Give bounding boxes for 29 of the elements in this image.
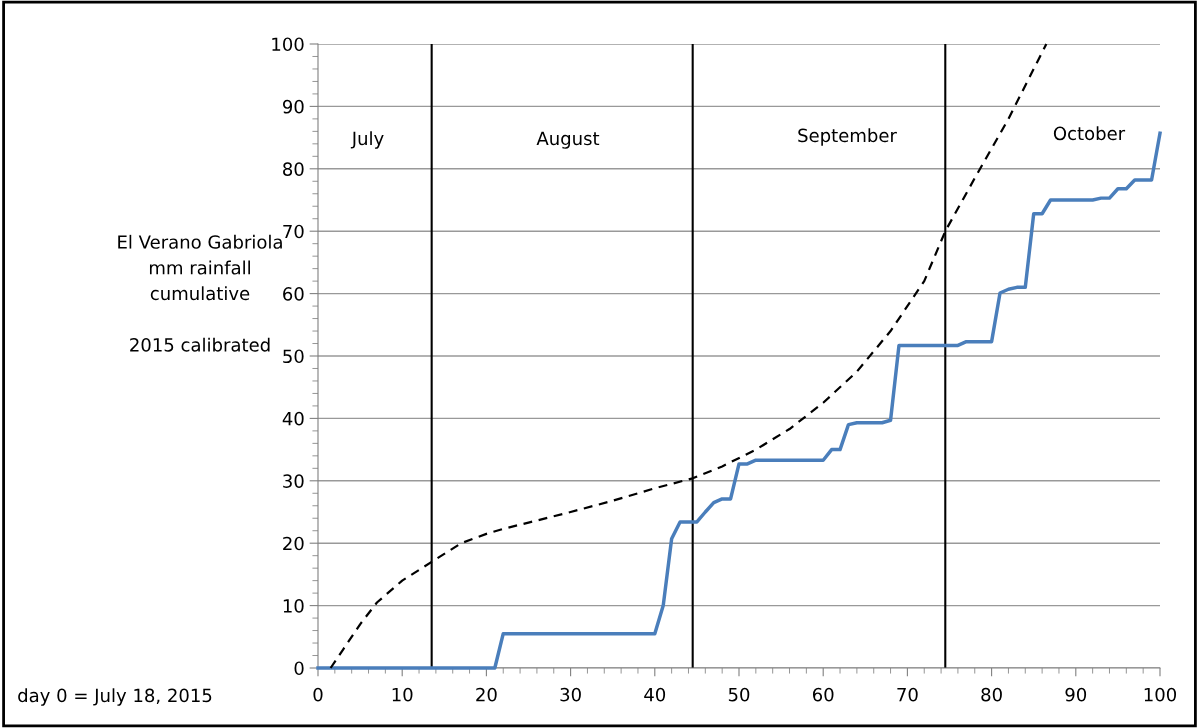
annotation: October: [1053, 126, 1126, 141]
x-tick-label: 70: [897, 687, 918, 702]
x-tick-label: 60: [812, 687, 834, 702]
annotation: August: [536, 131, 600, 149]
x-tick-label: 30: [560, 687, 581, 702]
y-tick-label: 10: [283, 599, 304, 613]
y-tick-label: 100: [272, 37, 304, 52]
y-tick-label: 70: [283, 224, 304, 239]
x-tick-label: 80: [981, 687, 1002, 702]
text: day 0 = July 18, 2015: [18, 688, 212, 706]
y-tick-label: 60: [283, 287, 304, 301]
x-tick-label: 90: [1065, 687, 1087, 702]
x-tick-label: 50: [728, 687, 750, 702]
y-tick-label: 50: [283, 349, 304, 364]
x-tick-label: 40: [644, 687, 666, 702]
x-tick-label: 20: [476, 687, 497, 702]
annotation: September: [798, 128, 897, 146]
x-tick-label: 10: [392, 687, 413, 702]
y-tick-label: 30: [283, 474, 304, 488]
x-tick-label: 0: [313, 687, 323, 702]
y-tick-label: 0: [294, 661, 304, 676]
text: El Verano Gabriola mm rainfall cumulative 2015 calibrated: [118, 234, 282, 352]
y-tick-label: 20: [283, 536, 304, 551]
annotation: July: [350, 131, 384, 149]
y-tick-label: 40: [282, 411, 304, 426]
y-tick-label: 80: [283, 162, 304, 176]
x-tick-label: 100: [1144, 687, 1177, 702]
y-tick-label: 90: [282, 99, 304, 114]
line-series: [329, 42, 1048, 670]
